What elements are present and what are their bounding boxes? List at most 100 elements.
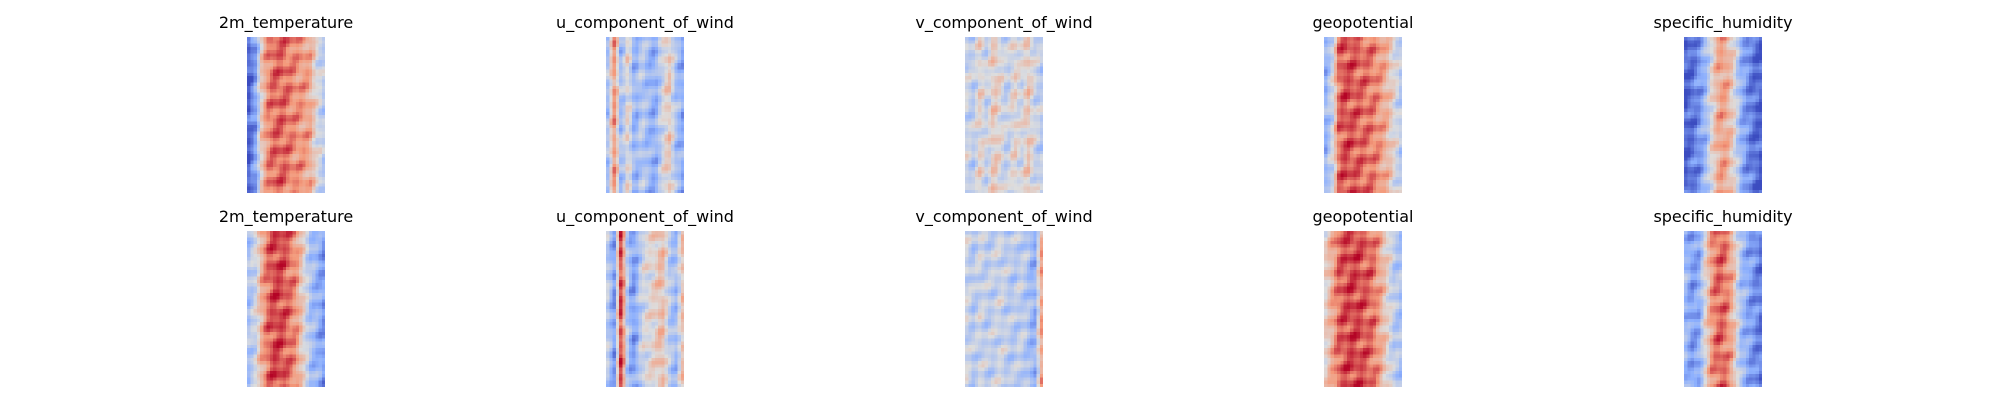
heatmap-cell: [1385, 157, 1390, 161]
heatmap-cell: [987, 102, 992, 106]
heatmap-cell: [308, 154, 313, 158]
heatmap-cell: [625, 92, 629, 96]
heatmap-cell: [1723, 82, 1727, 86]
heatmap-cell: [1039, 89, 1043, 93]
heatmap-cell: [1030, 37, 1034, 41]
heatmap-cell: [968, 108, 972, 112]
heatmap-cell: [658, 176, 662, 181]
heatmap-cell: [667, 72, 672, 77]
heatmap-cell: [1359, 72, 1364, 77]
heatmap-cell: [1343, 115, 1347, 119]
heatmap-cell: [978, 186, 982, 190]
heatmap-cell: [628, 89, 633, 93]
heatmap-cell: [1752, 50, 1756, 54]
heatmap-cell: [994, 76, 998, 80]
heatmap-cell: [253, 134, 257, 138]
heatmap-cell: [635, 69, 639, 73]
heatmap-cell: [256, 66, 261, 70]
heatmap-cell: [312, 183, 316, 187]
heatmap-cell: [1353, 50, 1357, 54]
heatmap-cell: [677, 79, 681, 83]
heatmap-cell: [292, 183, 296, 187]
heatmap-cell: [978, 124, 982, 129]
heatmap-cell: [1379, 102, 1383, 106]
heatmap-cell: [1376, 160, 1380, 164]
heatmap-cell: [1356, 89, 1360, 93]
heatmap-cell: [1340, 46, 1344, 51]
heatmap-cell: [1010, 154, 1014, 158]
heatmap-cell: [299, 69, 303, 73]
heatmap-cell: [635, 173, 639, 177]
heatmap-cell: [1340, 102, 1344, 106]
heatmap-cell: [292, 180, 296, 184]
heatmap-cell: [680, 115, 684, 119]
heatmap-cell: [674, 46, 678, 51]
heatmap-cell: [1013, 69, 1018, 73]
heatmap-cell: [1030, 121, 1034, 125]
heatmap-cell: [1385, 37, 1390, 41]
heatmap-cell: [609, 183, 613, 187]
heatmap-cell: [997, 173, 1001, 177]
heatmap-cell: [609, 76, 613, 80]
heatmap-cell: [606, 102, 610, 106]
heatmap-cell: [279, 115, 283, 119]
heatmap-cell: [308, 118, 313, 122]
heatmap-cell: [1340, 43, 1344, 47]
heatmap-cell: [308, 108, 313, 112]
heatmap-cell: [1330, 98, 1334, 103]
heatmap-cell: [648, 69, 652, 73]
heatmap-cell: [1007, 69, 1011, 73]
heatmap-cell: [664, 46, 668, 51]
heatmap-cell: [645, 95, 649, 99]
heatmap-cell: [1385, 167, 1390, 171]
heatmap-cell: [1010, 63, 1014, 67]
heatmap-cell: [250, 46, 254, 51]
heatmap-cell: [315, 160, 319, 164]
heatmap-cell: [1363, 92, 1367, 96]
heatmap-cell: [315, 137, 319, 142]
heatmap-cell: [279, 72, 283, 77]
heatmap-cell: [1726, 43, 1730, 47]
heatmap-cell: [994, 163, 998, 168]
heatmap-cell: [1353, 56, 1357, 60]
heatmap-cell: [1353, 124, 1357, 129]
heatmap-cell: [1742, 79, 1746, 83]
heatmap-cell: [1356, 37, 1360, 41]
heatmap-cell: [661, 163, 665, 168]
heatmap-cell: [615, 79, 620, 83]
heatmap-cell: [292, 134, 296, 138]
heatmap-cell: [619, 183, 623, 187]
heatmap-cell: [1010, 72, 1014, 77]
heatmap-cell: [1745, 50, 1750, 54]
heatmap-cell: [1030, 180, 1034, 184]
heatmap-cell: [1036, 137, 1040, 142]
heatmap-cell: [253, 121, 257, 125]
heatmap-cell: [1000, 50, 1005, 54]
heatmap-cell: [1363, 63, 1367, 67]
heatmap-cell: [1337, 131, 1341, 135]
heatmap-cell: [1369, 180, 1373, 184]
heatmap-cell: [312, 160, 316, 164]
heatmap-cell: [987, 50, 992, 54]
heatmap-cell: [987, 85, 992, 90]
heatmap-cell: [1013, 92, 1018, 96]
heatmap-cell: [1350, 170, 1354, 174]
heatmap-cell: [1346, 115, 1351, 119]
heatmap-cell: [253, 63, 257, 67]
heatmap-cell: [677, 160, 681, 164]
heatmap-cell: [612, 72, 616, 77]
heatmap-cell: [991, 79, 995, 83]
heatmap-cell: [615, 102, 620, 106]
heatmap-cell: [263, 105, 267, 109]
heatmap-cell: [1739, 37, 1743, 41]
heatmap-cell: [971, 167, 975, 171]
heatmap-cell: [619, 50, 623, 54]
heatmap-cell: [1030, 167, 1034, 171]
heatmap-cell: [256, 43, 261, 47]
heatmap-cell: [1000, 121, 1005, 125]
heatmap-cell: [256, 137, 261, 142]
heatmap-cell: [250, 89, 254, 93]
heatmap-cell: [1036, 180, 1040, 184]
heatmap-cell: [318, 69, 322, 73]
heatmap-cell: [619, 82, 623, 86]
